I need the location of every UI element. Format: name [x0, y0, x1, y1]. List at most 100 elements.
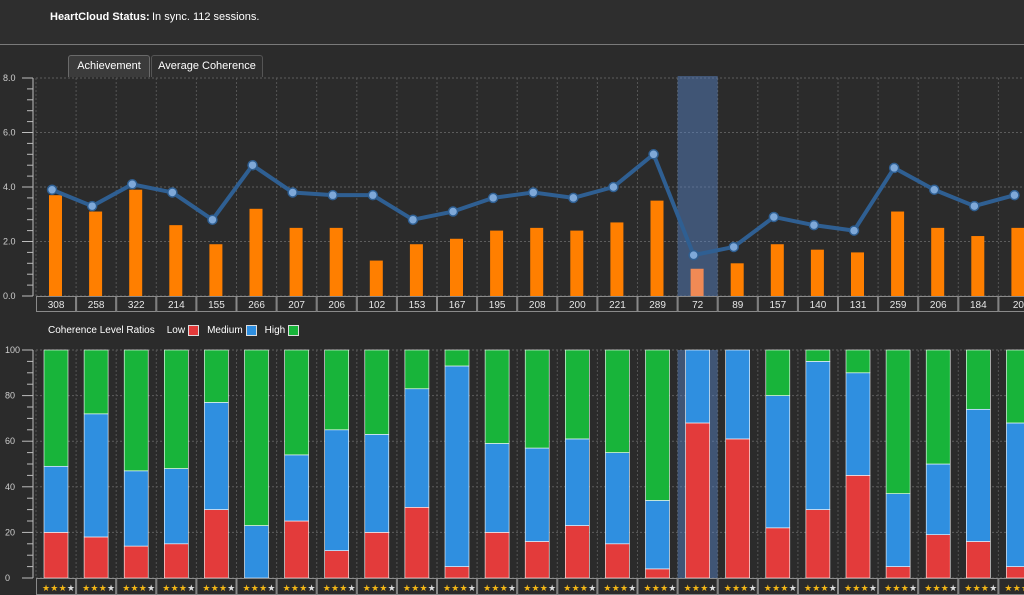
coherence-point: [407, 214, 419, 225]
coherence-point: [487, 192, 499, 204]
coherence-stack-segment-low: [524, 541, 550, 579]
coherence-stack-segment-low: [444, 566, 470, 579]
rating-star-icon: ★: [283, 584, 291, 594]
coherence-stack-segment-high: [1006, 349, 1024, 424]
category-label: 155: [208, 300, 225, 311]
coherence-stack-segment-medium: [965, 408, 991, 542]
rating-star-icon: ★: [892, 584, 900, 594]
coherence-stack-segment-low: [685, 422, 710, 579]
top-y-tick-label: 2.0: [3, 237, 16, 247]
rating-star-icon: ★: [299, 584, 307, 594]
category-label: 289: [649, 300, 666, 311]
coherence-stack-segment-high: [845, 349, 871, 374]
category-label: 195: [489, 300, 506, 311]
rating-star-icon: ★: [829, 584, 837, 594]
rating-star-icon: ★: [700, 584, 708, 594]
rating-star-icon: ★: [202, 584, 210, 594]
coherence-stack-segment-medium: [845, 372, 871, 476]
coherence-stack-segment-medium: [484, 443, 510, 533]
coherence-stack-segment-high: [645, 349, 670, 501]
achievement-bar: [209, 244, 223, 296]
category-cell: [677, 296, 718, 312]
rating-star-icon: ★: [532, 584, 540, 594]
tab-achievement[interactable]: Achievement: [68, 55, 150, 77]
rating-star-icon: ★: [122, 584, 130, 594]
achievement-bar: [289, 227, 303, 296]
coherence-stack-segment-low: [645, 568, 670, 579]
rating-star-icon: ★: [973, 584, 981, 594]
category-label: 208: [529, 300, 546, 311]
rating-star-icon: ★: [50, 584, 58, 594]
rating-star-icon: ★: [572, 584, 580, 594]
legend-swatch-low: [188, 324, 200, 336]
coherence-point: [808, 219, 820, 231]
coherence-stack-segment-low: [324, 550, 350, 579]
rating-star-icon: ★: [227, 584, 235, 594]
coherence-stack-segment-high: [324, 349, 350, 431]
rating-star-icon: ★: [580, 584, 588, 594]
rating-star-icon: ★: [612, 584, 620, 594]
coherence-stack-segment-medium: [244, 525, 269, 579]
status-label: HeartCloud Status:: [50, 11, 150, 23]
category-cell: [878, 296, 919, 312]
coherence-stack-segment-medium: [284, 454, 309, 522]
coherence-point: [648, 149, 659, 160]
rating-star-icon: ★: [379, 584, 387, 594]
coherence-stack-segment-medium: [324, 429, 350, 551]
coherence-stack-segment-low: [885, 566, 911, 579]
achievement-bar: [490, 230, 504, 296]
category-label: 214: [168, 300, 185, 311]
achievement-bar: [329, 227, 343, 296]
rating-star-icon: ★: [660, 584, 668, 594]
rating-star-icon: ★: [82, 584, 90, 594]
coherence-point: [608, 181, 619, 193]
rating-star-icon: ★: [724, 584, 732, 594]
rating-star-icon: ★: [107, 584, 115, 594]
rating-star-icon: ★: [267, 584, 275, 594]
rating-star-icon: ★: [644, 584, 652, 594]
rating-star-icon: ★: [171, 584, 179, 594]
achievement-bar: [610, 222, 624, 296]
achievement-bar: [369, 260, 383, 296]
bottom-y-tick-label: 100: [5, 345, 20, 355]
rating-star-icon: ★: [789, 584, 797, 594]
rating-star-icon: ★: [523, 584, 531, 594]
coherence-point: [327, 189, 338, 201]
rating-star-icon: ★: [1013, 584, 1021, 594]
achievement-bar: [851, 252, 864, 296]
rating-star-icon: ★: [211, 584, 219, 594]
rating-star-icon: ★: [420, 584, 428, 594]
coherence-stack-segment-high: [605, 349, 630, 453]
coherence-stack-segment-low: [845, 475, 871, 579]
coherence-stack-segment-medium: [83, 413, 109, 538]
status-text: In sync. 112 sessions.: [152, 11, 260, 23]
bottom-y-tick-label: 20: [5, 527, 15, 537]
rating-star-icon: ★: [812, 584, 820, 594]
coherence-point: [127, 179, 138, 190]
rating-star-icon: ★: [219, 584, 227, 594]
coherence-point: [367, 189, 379, 201]
rating-star-icon: ★: [709, 584, 717, 594]
rating-star-icon: ★: [684, 584, 692, 594]
rating-star-icon: ★: [869, 584, 877, 594]
rating-star-icon: ★: [308, 584, 316, 594]
rating-star-icon: ★: [909, 584, 917, 594]
bottom-y-tick-label: 60: [5, 436, 15, 446]
category-strip: [36, 296, 1024, 312]
top-y-tick-label: 4.0: [3, 182, 16, 192]
rating-star-icon: ★: [964, 584, 972, 594]
coherence-stack-segment-medium: [404, 388, 430, 508]
tab-average-coherence[interactable]: Average Coherence: [151, 55, 263, 77]
rating-star-icon: ★: [884, 584, 892, 594]
coherence-stack-segment-medium: [685, 349, 710, 424]
coherence-stack-segment-medium: [524, 447, 550, 542]
rating-star-icon: ★: [451, 584, 459, 594]
achievement-bar: [570, 230, 584, 296]
coherence-stack-segment-medium: [645, 500, 670, 570]
coherence-point: [86, 200, 98, 212]
category-label: 308: [48, 300, 65, 311]
legend-label-medium: Medium: [207, 324, 243, 336]
coherence-stack-segment-high: [83, 349, 109, 415]
coherence-stack-segment-high: [204, 349, 229, 403]
rating-star-icon: ★: [628, 584, 636, 594]
